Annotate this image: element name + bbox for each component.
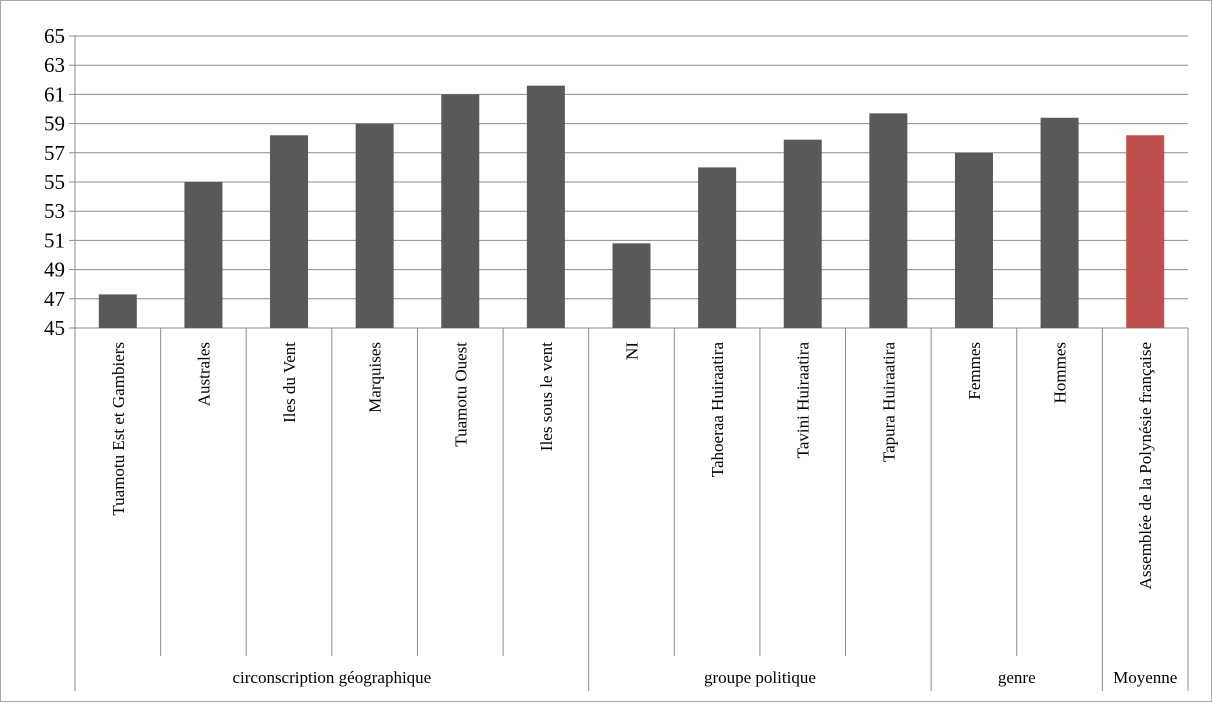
group-label: genre xyxy=(998,668,1036,687)
category-label: NI xyxy=(623,342,642,360)
bar-7 xyxy=(612,243,651,328)
bar-8 xyxy=(698,167,737,328)
bar-10 xyxy=(869,113,908,328)
bar-2 xyxy=(184,182,223,328)
category-label: Iles du Vent xyxy=(280,342,299,423)
category-label: Tuamotu Ouest xyxy=(451,342,470,447)
bar-4 xyxy=(355,123,394,328)
category-label: Marquises xyxy=(366,342,385,413)
bar-11 xyxy=(954,152,993,328)
category-label: Tuamotu Est et Gambiers xyxy=(109,342,128,516)
y-tick-label: 47 xyxy=(44,287,65,311)
category-label: Tavini Huiraatira xyxy=(794,342,813,459)
y-tick-label: 53 xyxy=(44,199,65,223)
y-tick-label: 51 xyxy=(44,228,65,252)
bar-13 xyxy=(1126,135,1165,328)
category-label: Tahoeraa Huiraatira xyxy=(708,342,727,478)
y-tick-label: 61 xyxy=(44,82,65,106)
bar-6 xyxy=(526,85,565,328)
group-label: groupe politique xyxy=(704,668,816,687)
bar-3 xyxy=(270,135,309,328)
group-label: Moyenne xyxy=(1113,668,1177,687)
category-label: Assemblée de la Polynésie française xyxy=(1136,342,1155,589)
y-tick-label: 55 xyxy=(44,170,65,194)
y-tick-label: 59 xyxy=(44,112,65,136)
y-tick-label: 65 xyxy=(44,24,65,48)
category-label: Tapura Huiraatira xyxy=(879,342,898,463)
bar-5 xyxy=(441,94,480,329)
category-label: Femmes xyxy=(965,342,984,400)
category-label: Hommes xyxy=(1051,342,1070,403)
bar-9 xyxy=(783,139,822,328)
group-label: circonscription géographique xyxy=(232,668,431,687)
y-tick-label: 49 xyxy=(44,258,65,282)
y-tick-label: 45 xyxy=(44,316,65,340)
category-label: Iles sous le vent xyxy=(537,342,556,451)
category-label: Australes xyxy=(194,342,213,406)
y-tick-label: 63 xyxy=(44,53,65,77)
bar-12 xyxy=(1040,117,1079,328)
bar-1 xyxy=(98,294,137,328)
y-tick-label: 57 xyxy=(44,141,65,165)
